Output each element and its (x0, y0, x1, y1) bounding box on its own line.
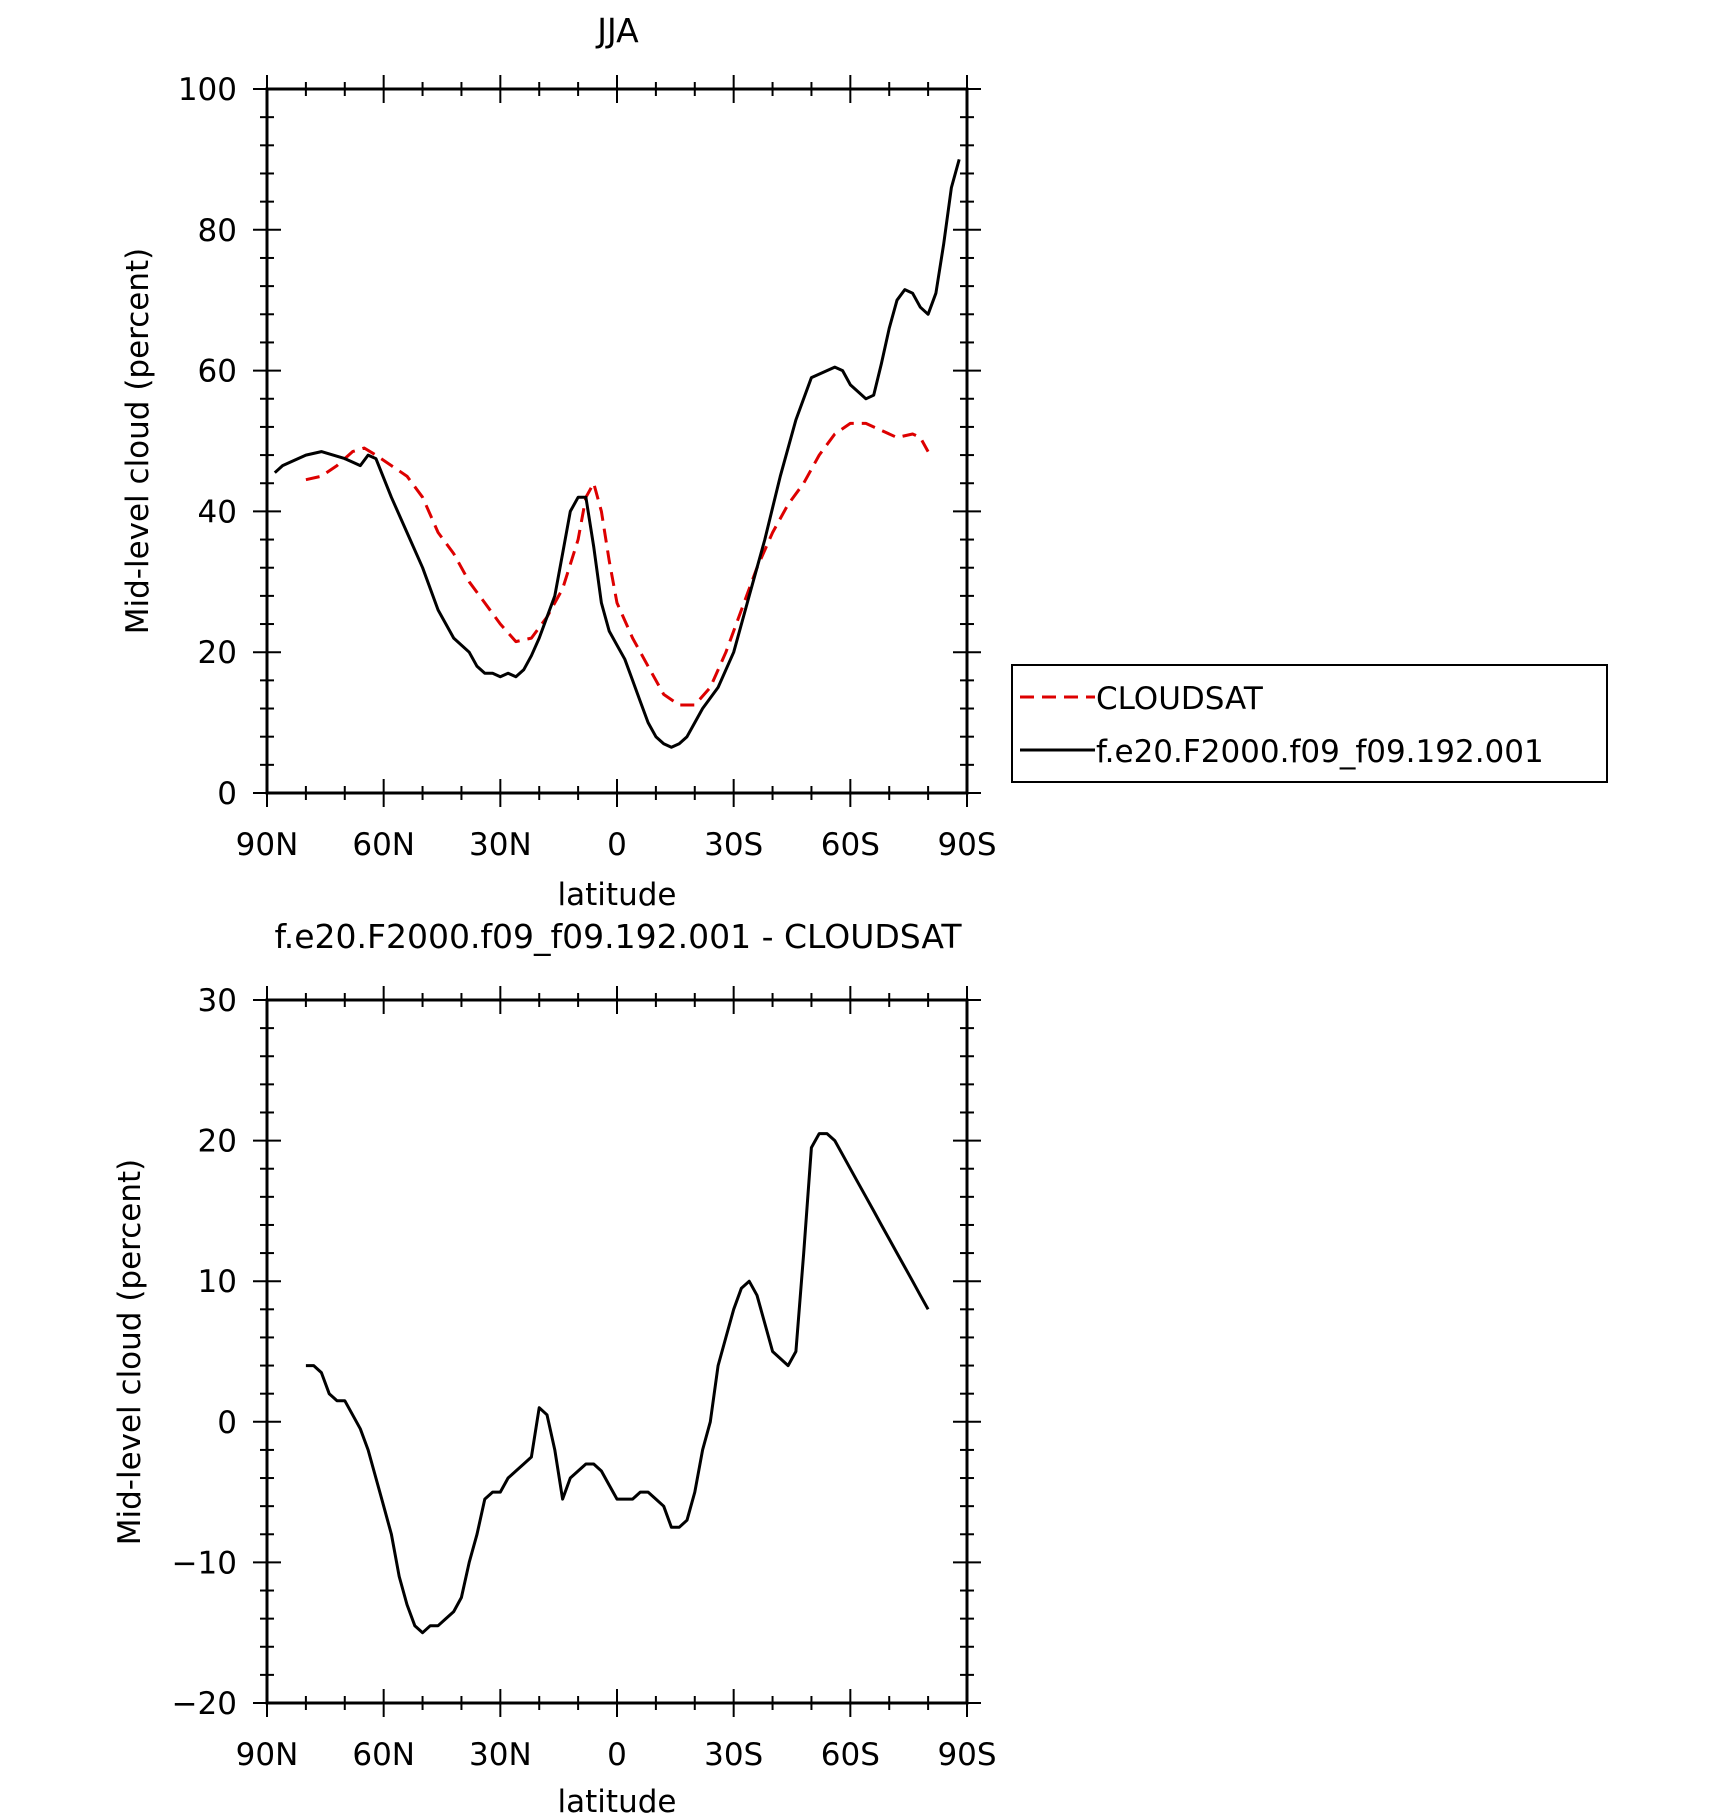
x-tick-label: 0 (607, 827, 627, 863)
bottom-plot-frame (265, 998, 969, 1705)
bottom-y-ticks: −20 −10 0 10 20 30 (172, 983, 981, 1722)
legend-box (1011, 664, 1608, 783)
top-y-axis-label: Mid-level cloud (percent) (120, 248, 156, 635)
top-series (273, 159, 961, 749)
x-tick-label: 30S (704, 1737, 763, 1773)
bottom-x-ticks: 90N 60N 30N 0 30S 60S 90S (236, 986, 997, 1773)
y-tick-label: −10 (172, 1545, 237, 1581)
bottom-panel-title: f.e20.F2000.f09_f09.192.001 - CLOUDSAT (274, 917, 962, 956)
y-tick-label: 20 (198, 1124, 237, 1160)
top-panel-title: JJA (595, 11, 639, 50)
top-series-line-1 (273, 159, 961, 749)
x-tick-label: 90N (236, 827, 299, 863)
y-tick-label: 20 (198, 635, 237, 671)
top-y-ticks: 0 20 40 60 80 100 (178, 72, 981, 812)
top-plot-frame (265, 87, 969, 795)
bottom-panel: f.e20.F2000.f09_f09.192.001 - CLOUDSAT −… (112, 917, 997, 1816)
bottom-series-line-0 (305, 1132, 930, 1635)
top-x-axis-label: latitude (558, 877, 677, 913)
x-tick-label: 90S (937, 1737, 996, 1773)
x-tick-label: 90N (236, 1737, 299, 1773)
x-tick-label: 30S (704, 827, 763, 863)
x-tick-label: 60N (352, 827, 415, 863)
legend: CLOUDSAT f.e20.F2000.f09_f09.192.001 (1011, 664, 1608, 783)
y-tick-label: 0 (217, 776, 237, 812)
y-tick-label: 60 (198, 354, 237, 390)
y-tick-label: 0 (217, 1405, 237, 1441)
y-tick-label: 30 (198, 983, 237, 1019)
x-tick-label: 90S (937, 827, 996, 863)
x-tick-label: 60N (352, 1737, 415, 1773)
x-tick-label: 0 (607, 1737, 627, 1773)
top-x-ticks: 90N 60N 30N 0 30S 60S 90S (236, 75, 997, 863)
bottom-series (305, 1132, 930, 1635)
bottom-x-axis-label: latitude (558, 1784, 677, 1816)
x-tick-label: 30N (469, 1737, 532, 1773)
legend-label-model: f.e20.F2000.f09_f09.192.001 (1096, 734, 1544, 770)
bottom-y-axis-label: Mid-level cloud (percent) (112, 1159, 148, 1546)
legend-label-cloudsat: CLOUDSAT (1096, 681, 1264, 717)
x-tick-label: 60S (821, 827, 880, 863)
top-panel: JJA 0 20 40 60 80 100 90N 60N 30N 0 30S 60S 90S lat… (120, 11, 1608, 913)
y-tick-label: 100 (178, 72, 237, 108)
top-series-line-0 (305, 421, 930, 707)
x-tick-label: 60S (821, 1737, 880, 1773)
y-tick-label: 40 (198, 494, 237, 530)
y-tick-label: −20 (172, 1686, 237, 1722)
y-tick-label: 10 (198, 1264, 237, 1300)
y-tick-label: 80 (198, 213, 237, 249)
x-tick-label: 30N (469, 827, 532, 863)
